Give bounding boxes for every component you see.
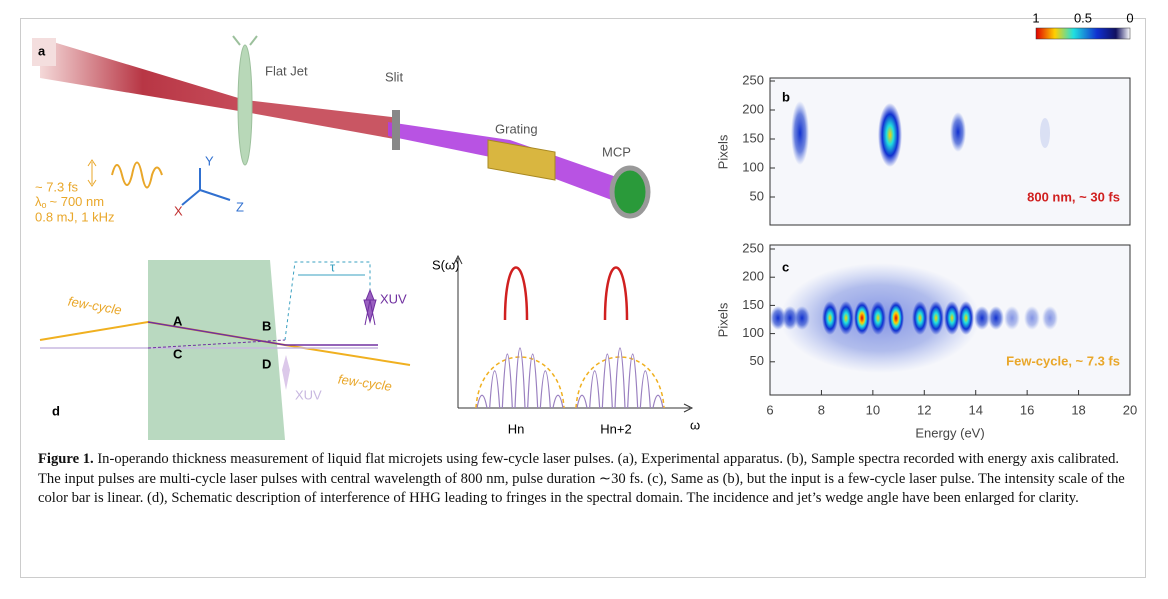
x-tick-label: 6 — [766, 402, 773, 417]
colorbar-tick-label: 1 — [1032, 10, 1039, 25]
spectrum-y-label: S(ω) — [432, 257, 459, 272]
x-tick-label: 10 — [866, 402, 880, 417]
annotation: Few-cycle, ~ 7.3 fs — [1006, 353, 1120, 368]
spectral-fringe — [770, 306, 786, 330]
spectral-fringe — [974, 306, 990, 330]
spectral-fringe — [888, 301, 904, 335]
spectrum-diagram — [453, 254, 694, 413]
caption: Figure 1. In-operando thickness measurem… — [38, 450, 1133, 509]
spectrum-c — [769, 244, 1131, 396]
spectral-fringe — [870, 301, 886, 335]
x-tick-label: 8 — [818, 402, 825, 417]
spectrum-b — [769, 77, 1131, 226]
spectrum-x-label: ω — [690, 417, 700, 432]
spectral-fringe — [822, 301, 838, 335]
spectral-fringe — [854, 301, 870, 335]
spectral-fringe — [1004, 306, 1020, 330]
wavelength-value: ~ 700 nm — [50, 194, 105, 209]
axis-x-label: X — [174, 203, 183, 218]
wavelength-symbol: λ — [35, 194, 42, 209]
point-d: D — [262, 356, 271, 371]
y-axis-label: Pixels — [715, 302, 730, 337]
y-tick-label: 200 — [742, 269, 764, 284]
apparatus — [32, 35, 651, 219]
xuv-bottom: XUV — [295, 387, 322, 402]
y-tick-label: 50 — [750, 188, 764, 203]
few-cycle-out: few-cycle — [337, 372, 393, 394]
figure-frame — [20, 18, 1146, 578]
figure: a Flat Jet Slit Grating MCP ~ 7.3 fs λo ~… — [32, 10, 1137, 440]
y-tick-label: 100 — [742, 159, 764, 174]
panel-label: a — [38, 43, 46, 58]
spectral-fringe — [838, 301, 854, 335]
y-tick-label: 50 — [750, 353, 764, 368]
y-tick-label: 150 — [742, 297, 764, 312]
y-tick-label: 250 — [742, 72, 764, 87]
spectral-fringe — [912, 301, 928, 335]
pulse-wavelength: λo ~ 700 nm — [35, 194, 104, 210]
y-tick-label: 150 — [742, 130, 764, 145]
axis-y-label: Y — [205, 153, 214, 168]
y-tick-label: 250 — [742, 240, 764, 255]
point-c: C — [173, 346, 183, 361]
tau-label: τ — [330, 259, 336, 274]
label-mcp: MCP — [602, 144, 631, 159]
spectral-fringe — [782, 306, 798, 330]
few-cycle-in: few-cycle — [67, 294, 123, 318]
panel-label: d — [52, 403, 60, 418]
pulse-duration: ~ 7.3 fs — [35, 179, 78, 194]
spectral-fringe — [928, 301, 944, 335]
interference-schematic — [39, 260, 411, 440]
axis-z-label: Z — [236, 199, 244, 214]
x-tick-label: 20 — [1123, 402, 1137, 417]
x-tick-label: 18 — [1071, 402, 1085, 417]
annotation: 800 nm, ~ 30 fs — [1027, 189, 1120, 204]
x-tick-label: 14 — [968, 402, 982, 417]
point-a: A — [173, 313, 183, 328]
spectral-fringe — [1024, 306, 1040, 330]
caption-text: In-operando thickness measurement of liq… — [38, 451, 1125, 506]
label-grating: Grating — [495, 121, 538, 136]
pulse-energy: 0.8 mJ, 1 kHz — [35, 209, 114, 224]
spectral-fringe — [988, 306, 1004, 330]
wavelength-subscript: o — [42, 200, 47, 210]
y-tick-label: 200 — [742, 101, 764, 116]
point-b: B — [262, 318, 271, 333]
spectral-fringe — [958, 301, 974, 335]
colorbar — [1035, 27, 1131, 40]
x-tick-label: 16 — [1020, 402, 1034, 417]
spectral-fringe — [944, 301, 960, 335]
harmonic-label: Hn+2 — [600, 421, 631, 436]
label-slit: Slit — [385, 69, 403, 84]
spectral-fringe — [1042, 306, 1058, 330]
harmonic-label: Hn — [508, 421, 525, 436]
panel-label: c — [782, 259, 789, 274]
x-tick-label: 12 — [917, 402, 931, 417]
xuv-top: XUV — [380, 291, 407, 306]
colorbar-tick-label: 0 — [1126, 10, 1133, 25]
spectral-fringe — [794, 306, 810, 330]
label-flat-jet: Flat Jet — [265, 63, 308, 78]
panel-label: b — [782, 89, 790, 104]
caption-figure: Figure 1. — [38, 451, 94, 467]
x-axis-label: Energy (eV) — [915, 425, 984, 440]
colorbar-tick-label: 0.5 — [1074, 10, 1092, 25]
y-axis-label: Pixels — [715, 134, 730, 169]
y-tick-label: 100 — [742, 325, 764, 340]
